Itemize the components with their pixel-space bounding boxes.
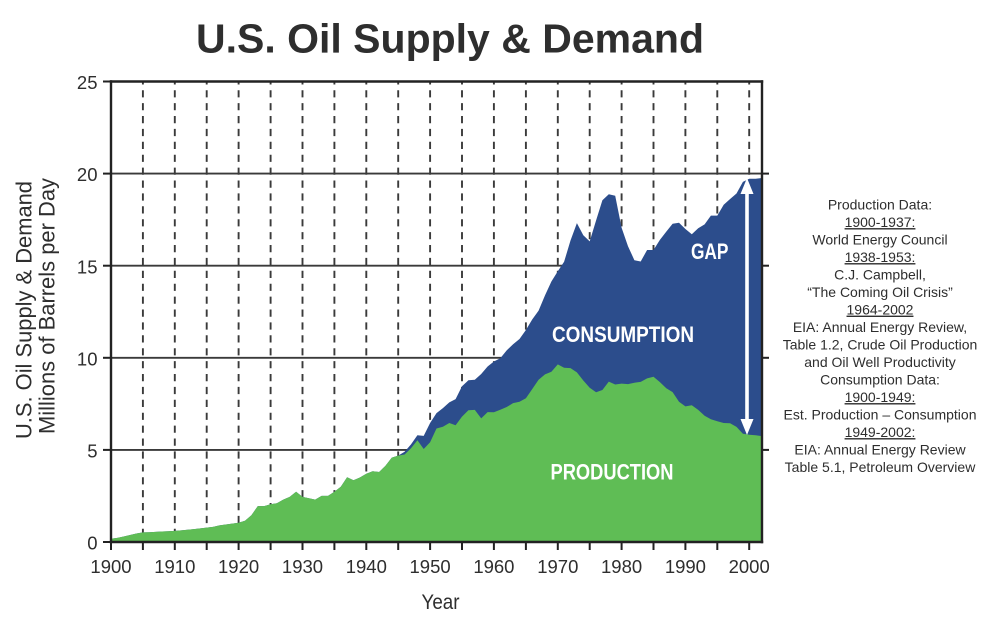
svg-text:1900-1949:: 1900-1949: (845, 389, 916, 405)
svg-text:1900-1937:: 1900-1937: (845, 214, 916, 230)
svg-text:Table 1.2, Crude Oil Productio: Table 1.2, Crude Oil Production (783, 337, 978, 353)
svg-text:1970: 1970 (537, 556, 578, 577)
svg-text:1949-2002:: 1949-2002: (845, 424, 916, 440)
svg-text:20: 20 (77, 164, 98, 185)
svg-text:EIA: Annual Energy Review: EIA: Annual Energy Review (794, 442, 966, 458)
svg-text:1920: 1920 (218, 556, 259, 577)
svg-text:25: 25 (77, 72, 98, 93)
svg-text:1930: 1930 (282, 556, 323, 577)
svg-text:1940: 1940 (346, 556, 387, 577)
svg-text:EIA: Annual Energy Review,: EIA: Annual Energy Review, (793, 319, 967, 335)
svg-text:and Oil Well Productivity: and Oil Well Productivity (804, 354, 955, 370)
svg-text:1960: 1960 (473, 556, 514, 577)
svg-text:Table 5.1, Petroleum Overview: Table 5.1, Petroleum Overview (785, 459, 977, 475)
svg-text:“The Coming Oil Crisis”: “The Coming Oil Crisis” (807, 284, 953, 300)
svg-text:CONSUMPTION: CONSUMPTION (552, 322, 694, 347)
svg-text:Est. Production – Consumption: Est. Production – Consumption (784, 407, 977, 423)
svg-text:15: 15 (77, 256, 98, 277)
svg-text:1900: 1900 (90, 556, 131, 577)
svg-text:1964-2002: 1964-2002 (847, 302, 914, 318)
svg-text:C.J. Campbell,: C.J. Campbell, (834, 267, 926, 283)
svg-text:Consumption Data:: Consumption Data: (820, 372, 940, 388)
svg-text:5: 5 (87, 441, 97, 462)
svg-text:0: 0 (87, 533, 97, 554)
svg-text:1980: 1980 (601, 556, 642, 577)
svg-text:Year: Year (422, 590, 460, 614)
svg-text:Production Data:: Production Data: (828, 197, 932, 213)
svg-text:1990: 1990 (665, 556, 706, 577)
svg-text:PRODUCTION: PRODUCTION (551, 460, 674, 485)
svg-text:1938-1953:: 1938-1953: (845, 249, 916, 265)
svg-text:1910: 1910 (154, 556, 195, 577)
svg-text:Millions of Barrels per Day: Millions of Barrels per Day (35, 178, 60, 434)
svg-text:10: 10 (77, 348, 98, 369)
svg-text:U.S. Oil Supply & Demand: U.S. Oil Supply & Demand (12, 181, 37, 439)
svg-text:GAP: GAP (691, 239, 729, 264)
svg-text:U.S. Oil Supply & Demand: U.S. Oil Supply & Demand (196, 16, 704, 62)
svg-text:1950: 1950 (410, 556, 451, 577)
svg-text:World Energy Council: World Energy Council (812, 232, 947, 248)
svg-text:2000: 2000 (729, 556, 770, 577)
